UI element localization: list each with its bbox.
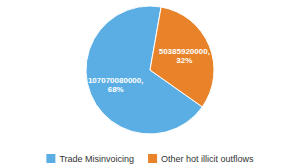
legend-label: Trade Misinvoicing (59, 154, 134, 164)
legend-item: Trade Misinvoicing (46, 154, 134, 164)
legend-swatch (46, 154, 55, 163)
data-labels: 107070080000,68% 50385920000,32% (88, 47, 210, 93)
legend-swatch (148, 154, 157, 163)
legend-label: Other hot illicit outflows (161, 154, 254, 164)
pie-slice (150, 7, 214, 107)
pie (86, 6, 214, 134)
data-label: 107070080000,68% (88, 76, 144, 94)
data-label: 50385920000,32% (159, 47, 210, 65)
legend-item: Other hot illicit outflows (148, 154, 254, 164)
legend: Trade Misinvoicing Other hot illicit outf… (46, 154, 254, 164)
chart: 107070080000,68% 50385920000,32% Trade Mis… (0, 0, 300, 168)
